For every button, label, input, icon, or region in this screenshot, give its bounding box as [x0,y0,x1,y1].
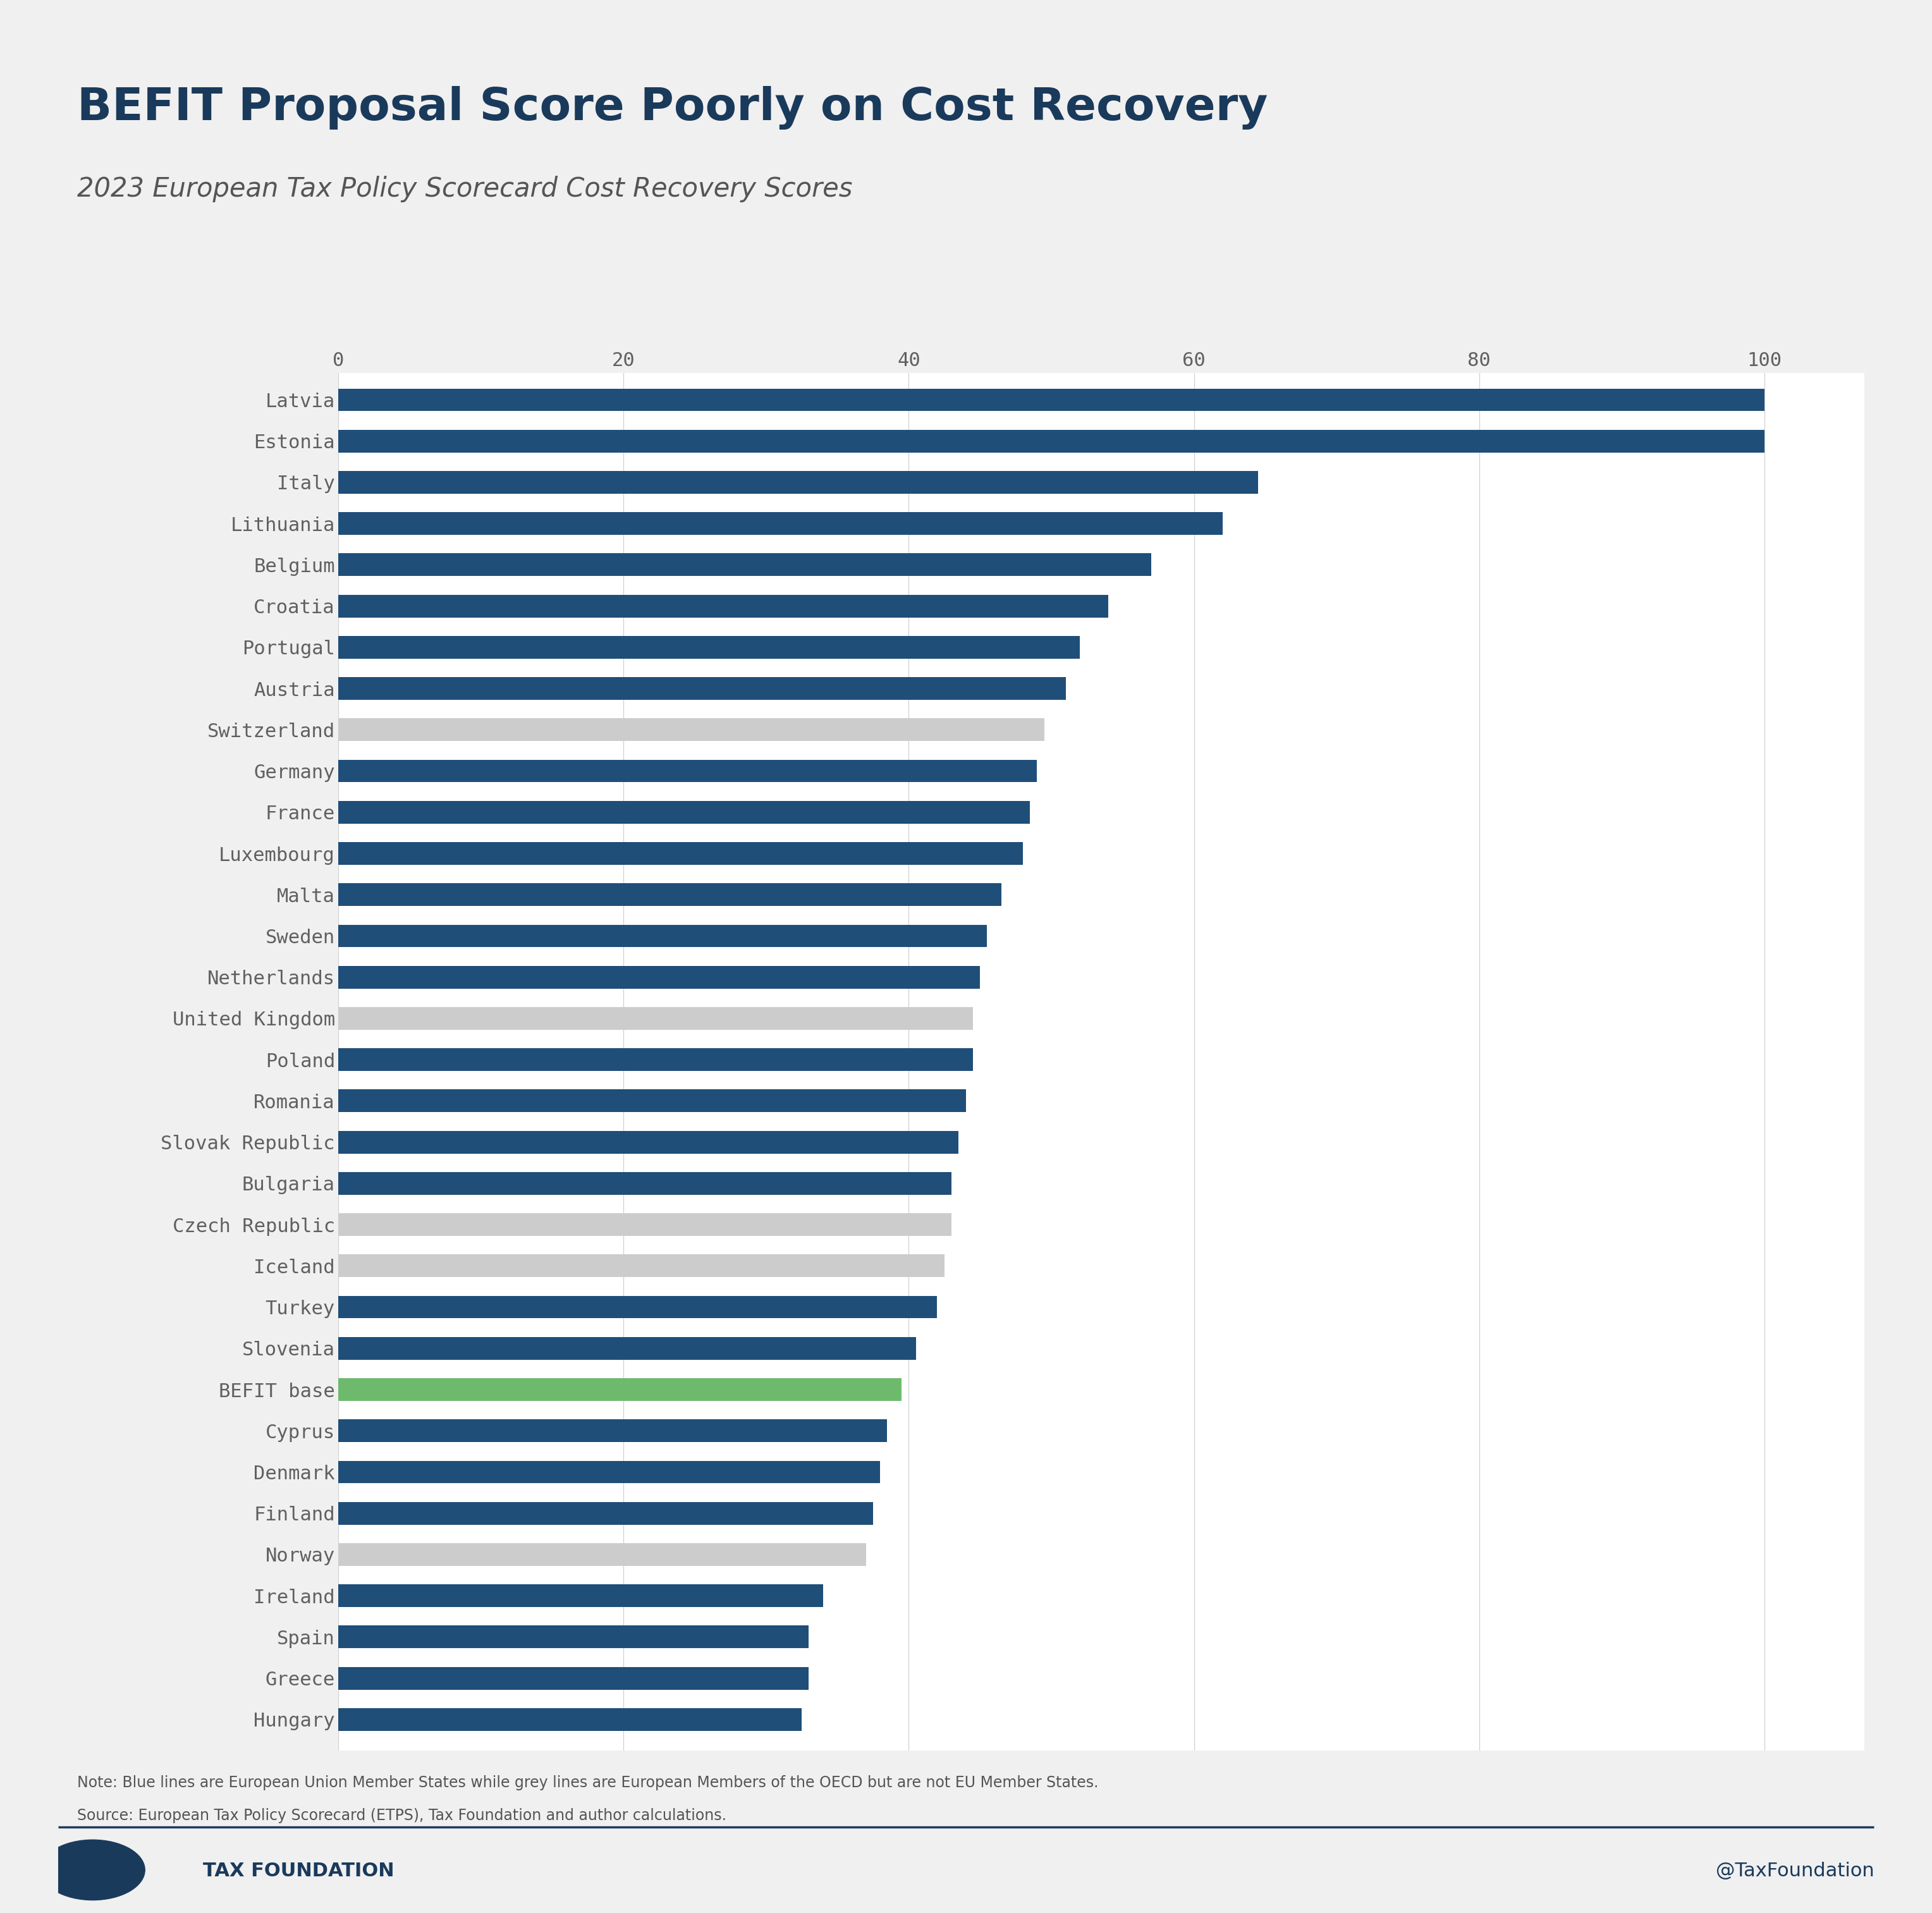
Bar [338,884,1001,907]
Bar [338,430,1764,451]
Bar [338,966,980,989]
Bar [338,1131,958,1154]
Bar [338,677,1066,700]
Text: Note: Blue lines are European Union Member States while grey lines are European : Note: Blue lines are European Union Memb… [77,1775,1099,1791]
Bar [338,1626,810,1649]
Bar [338,513,1223,536]
Bar [338,635,1080,658]
Bar [338,1337,916,1360]
Text: BEFIT Proposal Score Poorly on Cost Recovery: BEFIT Proposal Score Poorly on Cost Reco… [77,86,1267,130]
Bar [338,1255,945,1278]
Bar [338,595,1109,618]
Bar [338,1708,802,1731]
Bar [338,1584,823,1607]
Text: 2023 European Tax Policy Scorecard Cost Recovery Scores: 2023 European Tax Policy Scorecard Cost … [77,176,852,203]
Bar [338,553,1151,576]
Bar [338,1048,974,1071]
Bar [338,1544,866,1567]
Text: @TaxFoundation: @TaxFoundation [1716,1861,1874,1880]
Text: TAX FOUNDATION: TAX FOUNDATION [203,1861,394,1880]
Bar [338,1666,810,1689]
Bar [338,924,987,947]
Bar [338,1213,951,1236]
Bar [338,802,1030,825]
Bar [338,1090,966,1111]
Bar [338,1462,881,1483]
Bar [338,719,1043,740]
Bar [338,842,1022,865]
Bar [338,1502,873,1525]
Bar [338,388,1764,411]
Bar [338,759,1037,782]
Bar [338,1377,902,1400]
Bar [338,1295,937,1318]
Text: Source: European Tax Policy Scorecard (ETPS), Tax Foundation and author calculat: Source: European Tax Policy Scorecard (E… [77,1808,726,1823]
Bar [338,471,1258,494]
Circle shape [41,1840,145,1900]
Bar [338,1419,887,1442]
Bar [338,1173,951,1196]
Bar [338,1006,974,1029]
